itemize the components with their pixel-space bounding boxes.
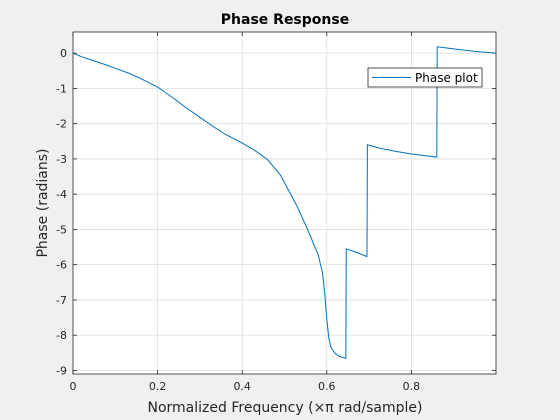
x-tick-label: 0.4 — [233, 380, 251, 393]
y-tick-label: -2 — [56, 118, 67, 131]
legend-box — [367, 67, 483, 88]
y-tick-label: -5 — [56, 223, 67, 236]
y-tick-label: -4 — [56, 188, 67, 201]
x-tick-label: 0.6 — [318, 380, 336, 393]
series-lines — [72, 46, 497, 360]
y-tick-label: -9 — [56, 364, 67, 377]
axes-box — [72, 31, 497, 375]
grid-lines — [73, 32, 496, 374]
series-line-phase-plot — [72, 46, 497, 360]
x-tick-label: 0.2 — [149, 380, 167, 393]
y-tick-label: -7 — [56, 294, 67, 307]
tick-labels: 0 0.2 0.4 0.6 0.8 0 -1 -2 -3 -4 -5 -6 -7 -8 -9 — [56, 47, 420, 393]
y-axis-label: Phase (radians) — [35, 148, 51, 257]
x-axis-label: Normalized Frequency (×π rad/sample) — [148, 400, 423, 416]
y-tick-label: 0 — [60, 47, 67, 60]
legend[interactable]: Phase plot — [367, 67, 483, 88]
y-tick-label: -6 — [56, 259, 67, 272]
x-tick-label: 0 — [70, 380, 77, 393]
x-tick-label: 0.8 — [403, 380, 421, 393]
chart-title: Phase Response — [221, 12, 349, 28]
legend-entry-label: Phase plot — [415, 71, 478, 85]
y-tick-label: -1 — [56, 82, 67, 95]
plot-area — [73, 32, 496, 374]
y-tick-label: -8 — [56, 329, 67, 342]
y-tick-label: -3 — [56, 153, 67, 166]
